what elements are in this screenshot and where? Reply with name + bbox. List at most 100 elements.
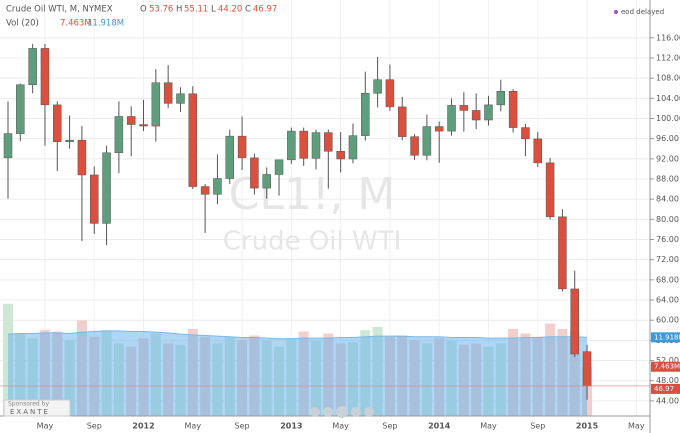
candle-body	[311, 132, 321, 159]
candle-body	[28, 48, 37, 85]
candle-body	[3, 133, 13, 159]
candle-body	[53, 104, 62, 142]
y-tick-label: 108.00	[656, 74, 680, 83]
y-tick-label: 92.00	[656, 154, 679, 163]
volume-layer	[3, 303, 593, 416]
watermark-name: Crude Oil WTI	[223, 227, 402, 257]
candle-body	[397, 106, 407, 137]
candle-body	[545, 162, 555, 218]
o-value: 53.76	[149, 5, 173, 15]
candle-body	[385, 79, 395, 108]
volume-ma-line	[7, 330, 588, 340]
candle-body	[65, 139, 74, 142]
y-tick-label: 52.00	[656, 356, 679, 365]
price-tags: 11.918M 7.463M 46.97	[651, 332, 680, 394]
sponsor-name: EXANTE	[10, 408, 50, 416]
x-tick-label: 2012	[132, 422, 154, 431]
x-tick-label: May	[185, 422, 202, 431]
candle-body	[274, 159, 284, 175]
h-value: 55.11	[184, 5, 208, 15]
l-value: 44.20	[218, 5, 242, 15]
candle-body	[508, 91, 518, 128]
nav-button[interactable]	[336, 406, 348, 418]
nav-button[interactable]	[351, 407, 361, 417]
candle-body	[77, 139, 87, 176]
price-tag	[651, 361, 680, 372]
candle-body	[471, 110, 481, 121]
candle-body	[163, 82, 173, 104]
nav-button[interactable]	[310, 407, 320, 417]
candle-body	[126, 116, 136, 125]
nav-buttons	[310, 406, 374, 418]
candle-body	[114, 116, 124, 154]
candle-body	[151, 82, 161, 127]
candle-body	[287, 130, 296, 161]
candle-body	[324, 132, 333, 152]
x-tick-label: 2013	[280, 422, 302, 431]
header-title: Crude Oil WTI, M, NYMEX	[6, 5, 113, 15]
y-tick-label: 100.00	[656, 114, 680, 123]
x-tick-label: Sep	[530, 422, 545, 431]
vol-label: Vol (20)	[6, 19, 39, 29]
candle-body	[361, 93, 370, 136]
candle-body	[299, 130, 308, 159]
y-tick-label: 68.00	[656, 275, 679, 284]
y-tick-label: 48.00	[656, 376, 679, 385]
candle-body	[250, 157, 259, 189]
candle-body	[558, 216, 567, 290]
nav-button[interactable]	[323, 407, 333, 417]
l-label: L	[211, 5, 216, 15]
y-tick-label: 72.00	[656, 255, 679, 264]
candle-body	[484, 104, 493, 121]
y-tick-label: 96.00	[656, 134, 679, 143]
y-tick-label: 84.00	[656, 195, 679, 204]
y-tick-label: 64.00	[656, 296, 679, 305]
o-label: O	[140, 5, 147, 15]
x-tick-label: 2015	[576, 422, 599, 431]
sponsor-label: Sponsored by	[8, 401, 49, 408]
h-label: H	[176, 5, 182, 15]
x-tick-label: May	[628, 422, 645, 431]
c-value: 46.97	[253, 5, 277, 15]
status: eod delayed	[621, 8, 664, 16]
price-tag	[651, 332, 680, 343]
y-tick-label: 80.00	[656, 215, 679, 224]
candle-body	[40, 48, 50, 106]
volume-ma-area	[8, 330, 588, 416]
y-tick-label: 104.00	[656, 94, 680, 103]
candle-body	[582, 351, 592, 387]
candle-body	[188, 93, 198, 187]
price-tag-label: 7.463M	[654, 363, 680, 371]
y-tick-label: 116.00	[656, 33, 680, 42]
candle-body	[336, 151, 345, 160]
x-tick-label: Sep	[87, 422, 102, 431]
y-tick-label: 60.00	[656, 316, 679, 325]
candle-body	[89, 174, 99, 224]
price-tag-label: 46.97	[654, 385, 674, 393]
candle-body	[521, 127, 530, 140]
candle-body	[533, 138, 543, 164]
candle-body	[139, 124, 148, 127]
y-tick-label: 44.00	[656, 396, 679, 405]
candle-body	[496, 91, 506, 106]
candle-body	[176, 93, 185, 104]
y-tick-label: 76.00	[656, 235, 679, 244]
candle-body	[200, 186, 210, 195]
candle-body	[422, 126, 432, 156]
vol-value: 7.463M	[60, 19, 92, 29]
sponsor-box[interactable]	[3, 399, 71, 417]
candle-body	[237, 135, 247, 159]
vol-ma-value: 11.918M	[87, 19, 124, 29]
candle-body	[570, 288, 579, 355]
candle-body	[410, 136, 419, 156]
x-tick-label: Sep	[382, 422, 397, 431]
nav-button[interactable]	[364, 407, 374, 417]
candle-body	[459, 105, 469, 111]
candle-body	[225, 135, 235, 179]
candle-body	[434, 126, 444, 132]
candles	[0, 43, 650, 400]
price-tag-label: 11.918M	[654, 333, 680, 341]
c-label: C	[245, 5, 251, 15]
y-tick-label: 88.00	[656, 175, 679, 184]
